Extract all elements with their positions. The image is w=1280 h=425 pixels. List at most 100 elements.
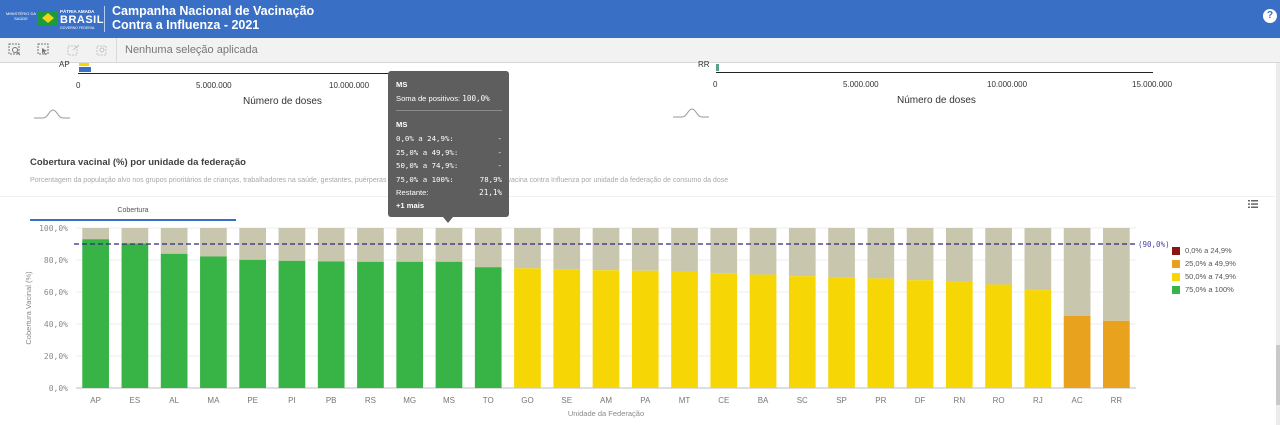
bar-remainder [828,228,855,278]
step-forward-icon[interactable] [96,43,110,57]
x-tick-label: RS [365,396,376,405]
bar [396,261,424,388]
tooltip-row-value: 78,9% [479,175,502,184]
bar-remainder [435,228,463,262]
x-axis-line [78,73,508,74]
bar [788,276,816,388]
y-axis-title: Cobertura Vacinal (%) [24,271,33,345]
app-title: Campanha Nacional de Vacinação Contra a … [112,4,314,32]
brand-gov-text: GOVERNO FEDERAL [60,26,96,30]
brasil-logo: PÁTRIA AMADA BRASIL GOVERNO FEDERAL [38,7,103,31]
x-tick-label: CE [718,396,729,405]
toolbar-divider [116,38,117,63]
help-icon[interactable]: ? [1263,9,1277,23]
selection-status: Nenhuma seleção aplicada [125,44,258,56]
bar [1103,320,1130,388]
y-tick-label: 100,0% [39,224,68,233]
bar [716,64,719,71]
x-tick-label: MG [403,396,416,405]
tooltip-row: Restante: 21,1% [396,188,502,197]
tooltip-row-label: 50,0% a 74,9%: [396,161,459,170]
bar-remainder [631,228,659,271]
list-menu-icon[interactable] [1248,199,1258,209]
x-tick-label: MT [679,396,691,405]
x-tick-label: RJ [1033,396,1043,405]
header-divider [104,6,105,32]
bar-remainder [1024,228,1052,291]
legend-label: 50,0% a 74,9% [1185,272,1236,281]
section-divider [0,196,1275,197]
ministry-logo: MINISTÉRIO DA SAÚDE [6,11,37,21]
bar [121,243,149,388]
tooltip-divider [396,110,502,111]
brand-small-text: PÁTRIA AMADA [60,9,95,14]
bar-remainder [671,228,698,272]
scrollbar-track[interactable] [1276,63,1280,425]
bar [79,67,91,72]
step-back-icon[interactable] [67,43,81,57]
bar [514,268,541,388]
chart-tooltip: MS Soma de positivos: 100,0% MS 0,0% a 2… [388,71,509,223]
bar-remainder [121,228,149,244]
bar [553,269,581,388]
bar [592,270,620,388]
bar [631,270,659,388]
reference-line-label: (90,0%) [1138,240,1170,249]
mini-chart-icon [673,108,709,118]
x-tick-label: BA [758,396,769,405]
bar-remainder [200,228,227,257]
mini-chart-icon [34,109,70,119]
coverage-bar-chart: 0,0% 20,0% 40,0% 60,0% 80,0% 100,0% Cobertura … [24,224,1170,418]
x-axis-title: Número de doses [243,96,322,107]
bar [671,271,698,388]
tooltip-row-value: 21,1% [479,188,502,197]
x-tick-label: SP [836,396,847,405]
bar-remainder [749,228,777,275]
selections-tool-icon[interactable] [37,43,51,57]
x-tick-label: AM [600,396,612,405]
smart-search-icon[interactable] [8,43,22,57]
tooltip-row: 0,0% a 24,9%: - [396,134,502,143]
tooltip-row: 75,0% a 100%: 78,9% [396,175,502,184]
x-tick-label: 15.000.000 [1132,80,1173,89]
bar-remainder [1063,228,1091,316]
x-tick-label: ES [130,396,141,405]
bar-remainder [514,228,541,269]
tooltip-sum-row: Soma de positivos: 100,0% [396,94,502,103]
x-tick-label: 10.000.000 [329,81,370,90]
bar [945,281,973,388]
legend-label: 25,0% a 49,9% [1185,259,1236,268]
bar [1024,290,1052,388]
bar [985,284,1012,388]
tooltip-row: 25,0% a 49,9%: - [396,148,502,157]
bar [867,278,895,388]
x-tick-label: RR [1111,396,1123,405]
tooltip-sum-label: Soma de positivos: [396,94,461,103]
bar [278,260,306,388]
bar-remainder [592,228,620,271]
category-label: RR [698,60,710,69]
tab-cobertura[interactable]: Cobertura [30,205,236,221]
chart-description: Porcentagem da população alvo nos grupos… [30,177,729,184]
flag-icon [38,11,58,25]
scrollbar-thumb[interactable] [1276,345,1280,405]
x-tick-label: AC [1072,396,1083,405]
bar-remainder [906,228,934,281]
bar-remainder [1103,228,1130,321]
y-tick-label: 60,0% [44,288,68,297]
bar [749,274,777,388]
bar-remainder [160,228,188,254]
x-tick-label: SC [797,396,808,405]
tooltip-row-label: Restante: [396,188,429,197]
bar-remainder [945,228,973,282]
legend-swatch [1172,286,1180,294]
legend-label: 75,0% a 100% [1185,285,1234,294]
tooltip-row-label: 75,0% a 100%: [396,175,454,184]
x-tick-label: 0 [713,80,718,89]
x-tick-label: DF [915,396,926,405]
bar [160,253,188,388]
bar-remainder [553,228,581,270]
tooltip-row: 50,0% a 74,9%: - [396,161,502,170]
bar [474,267,502,388]
tooltip-more: +1 mais [396,201,425,210]
